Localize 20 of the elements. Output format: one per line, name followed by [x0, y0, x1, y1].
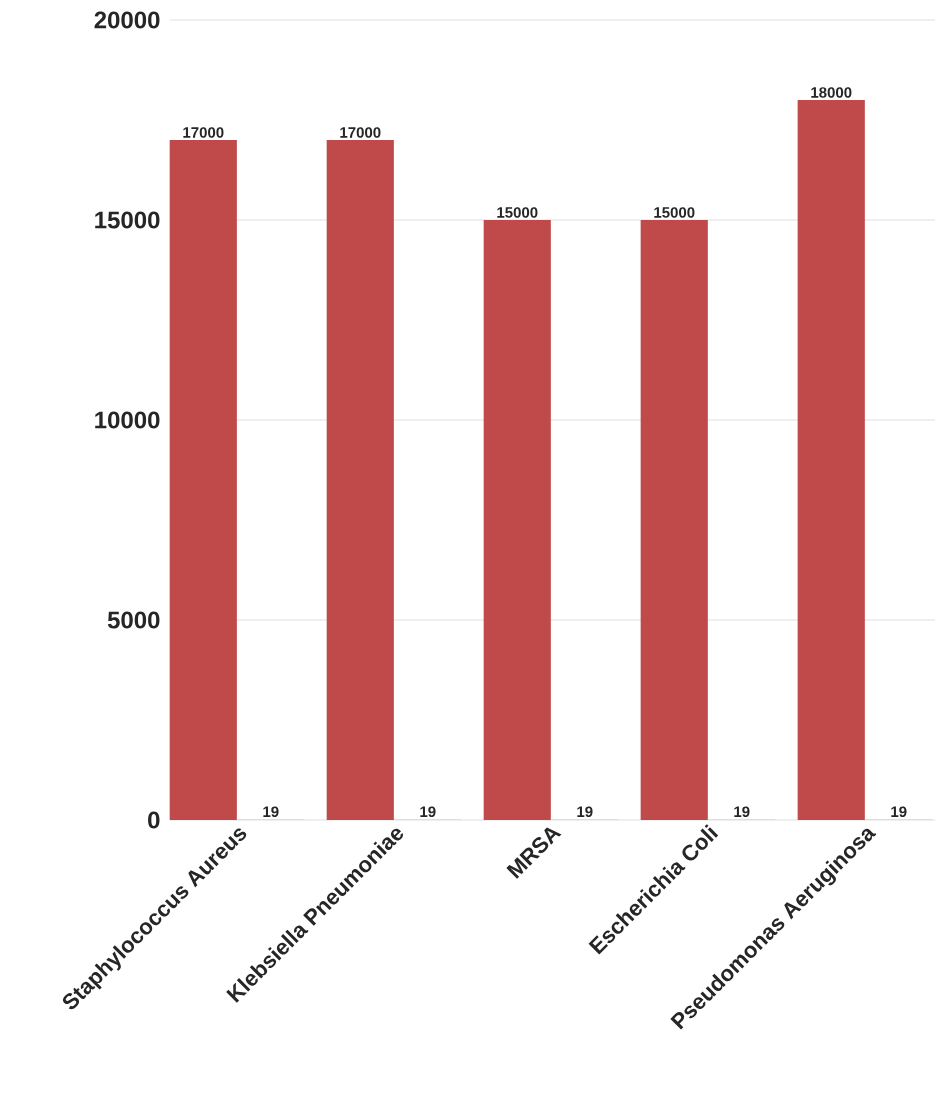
bar [326, 139, 394, 820]
bar [797, 99, 865, 820]
bar [640, 219, 708, 820]
bar [483, 219, 551, 820]
y-tick-label: 15000 [95, 211, 160, 229]
data-label: 19 [577, 806, 593, 818]
data-label: 17000 [340, 127, 381, 138]
y-tick-label: 20000 [94, 11, 160, 29]
data-label: 18000 [811, 87, 852, 98]
data-label: 15000 [654, 207, 695, 218]
data-label: 19 [891, 806, 907, 818]
y-tick-label: 0 [148, 811, 160, 829]
data-label: 19 [420, 806, 436, 818]
data-label: 15000 [497, 207, 538, 218]
data-label: 19 [263, 806, 279, 818]
data-label: 17000 [183, 127, 224, 138]
y-tick-label: 10000 [95, 411, 160, 429]
y-tick-label: 5000 [107, 611, 160, 629]
data-label: 19 [734, 806, 750, 818]
bar [169, 139, 237, 820]
